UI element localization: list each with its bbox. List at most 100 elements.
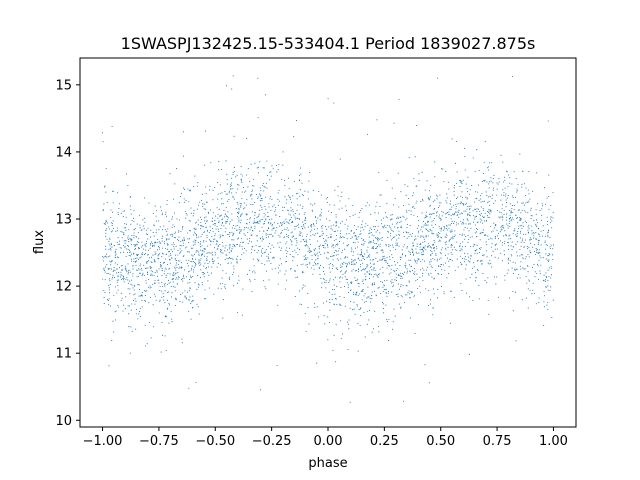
data-point xyxy=(422,259,424,261)
data-point xyxy=(238,208,240,211)
data-point xyxy=(527,212,529,214)
data-point xyxy=(198,259,200,261)
data-point xyxy=(150,274,152,276)
data-point xyxy=(302,284,304,286)
data-point xyxy=(149,287,151,289)
data-point xyxy=(110,209,112,211)
data-point xyxy=(164,302,166,304)
data-point xyxy=(184,295,186,297)
data-point xyxy=(221,168,223,171)
data-point xyxy=(448,240,450,242)
data-point xyxy=(193,186,195,188)
data-point xyxy=(273,246,275,248)
data-point xyxy=(541,214,543,216)
data-point xyxy=(131,330,133,332)
data-point xyxy=(277,283,279,285)
data-point xyxy=(221,219,223,221)
data-point xyxy=(189,189,191,191)
data-point xyxy=(171,218,173,220)
data-point xyxy=(304,190,306,192)
data-point xyxy=(449,224,452,226)
data-point xyxy=(416,273,418,275)
data-point xyxy=(511,183,513,185)
data-point xyxy=(243,252,245,254)
data-point xyxy=(120,271,122,273)
data-point xyxy=(212,224,214,226)
data-point xyxy=(244,207,246,209)
data-point xyxy=(236,262,238,264)
data-point xyxy=(383,255,385,257)
data-point xyxy=(400,220,402,222)
data-point xyxy=(365,300,367,302)
data-point xyxy=(205,208,207,210)
data-point xyxy=(200,269,202,271)
data-point xyxy=(394,264,396,266)
data-point xyxy=(307,226,309,228)
data-point xyxy=(377,240,379,242)
data-point xyxy=(193,212,195,214)
data-point xyxy=(491,197,493,200)
data-point xyxy=(158,312,160,314)
data-point xyxy=(104,266,107,268)
data-point xyxy=(355,228,357,231)
data-point xyxy=(429,196,432,198)
data-point xyxy=(228,235,231,237)
data-point xyxy=(542,229,544,232)
data-point xyxy=(491,243,493,245)
data-point xyxy=(169,173,171,175)
data-point xyxy=(397,227,399,229)
data-point xyxy=(138,284,140,286)
data-point xyxy=(254,249,256,251)
data-point xyxy=(536,226,538,228)
data-point xyxy=(290,268,292,270)
data-point xyxy=(113,276,115,279)
data-point xyxy=(253,265,255,267)
data-point xyxy=(201,226,203,228)
data-point xyxy=(223,209,225,211)
data-point xyxy=(533,232,535,234)
data-point xyxy=(512,272,514,274)
data-point xyxy=(340,287,342,289)
data-point xyxy=(417,232,419,234)
data-point xyxy=(333,204,335,206)
data-point xyxy=(439,217,441,219)
data-point xyxy=(354,247,356,249)
data-point xyxy=(182,240,184,242)
data-point xyxy=(359,212,361,214)
data-point xyxy=(305,239,307,241)
data-point xyxy=(117,211,119,213)
data-point xyxy=(432,247,434,249)
data-point xyxy=(543,187,545,189)
data-point xyxy=(547,232,549,234)
data-point xyxy=(221,234,223,236)
data-point xyxy=(128,245,130,247)
data-point xyxy=(260,194,262,196)
data-point xyxy=(352,241,354,243)
data-point xyxy=(215,254,217,256)
data-point xyxy=(429,246,431,248)
data-point xyxy=(281,178,283,180)
data-point xyxy=(123,277,125,280)
data-point xyxy=(517,184,519,186)
data-point xyxy=(309,171,311,174)
data-point xyxy=(269,234,271,236)
data-point xyxy=(240,206,242,208)
data-point xyxy=(239,202,241,205)
data-point xyxy=(398,288,400,290)
data-point xyxy=(177,264,179,266)
data-point xyxy=(333,102,335,104)
data-point xyxy=(439,265,441,268)
data-point xyxy=(359,254,361,256)
data-point xyxy=(417,304,420,306)
data-point xyxy=(221,224,223,226)
data-point xyxy=(201,250,203,252)
data-point xyxy=(134,298,136,300)
data-point xyxy=(507,269,509,271)
data-point xyxy=(408,259,410,261)
data-point xyxy=(332,279,335,281)
data-point xyxy=(115,262,117,264)
data-point xyxy=(256,217,258,219)
data-point xyxy=(335,234,338,236)
data-point xyxy=(172,278,174,280)
data-point xyxy=(436,258,438,260)
